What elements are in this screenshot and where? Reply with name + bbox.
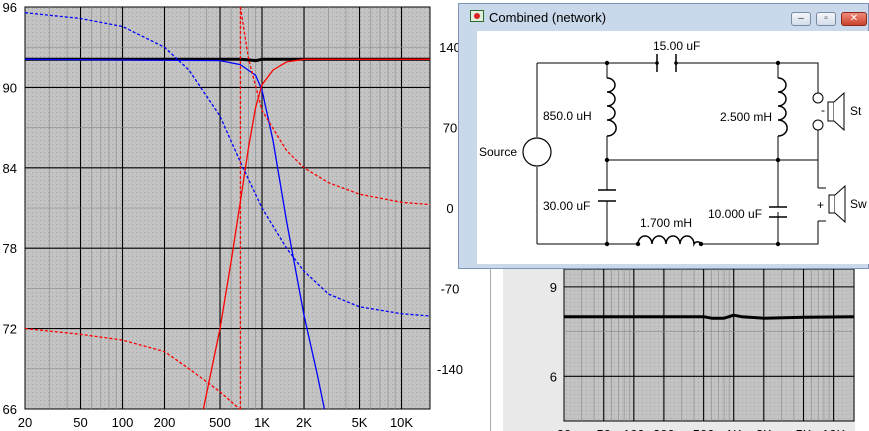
x-tick-label: 5K (352, 415, 368, 430)
junctions (604, 60, 781, 247)
right-x-axis-labels: 20 50 100 200 500 1K 2K 5K 10K (557, 427, 846, 431)
left-y2-axis-labels: 140 70 0 -70 -140 (437, 40, 463, 377)
y2-tick-label: 0 (446, 201, 453, 216)
y-tick-label: 9 (550, 280, 557, 295)
y2-tick-label: 140 (439, 40, 461, 55)
series-line-5 (239, 6, 431, 206)
label-c-shunt-left: 30.00 uF (543, 199, 590, 213)
label-tweeter: St (850, 104, 862, 118)
label-source: Source (479, 145, 517, 159)
x-tick-label: 100 (623, 427, 645, 431)
left-chart: 96 90 84 78 72 66 140 70 0 -70 -140 20 50 100 200 500… (3, 0, 463, 430)
y-tick-label: 66 (3, 402, 17, 417)
x-tick-label: 200 (154, 415, 176, 430)
source-symbol (522, 137, 552, 167)
left-y-axis-labels: 96 90 84 78 72 66 (3, 0, 17, 417)
inductor-shunt-left (606, 77, 617, 137)
y-tick-label: 78 (3, 241, 17, 256)
right-y-axis-labels: 96 (550, 280, 557, 384)
y2-tick-label: 70 (443, 121, 457, 136)
restore-button[interactable]: ▫ (816, 12, 836, 26)
woofer-plus-sign: + (817, 198, 824, 212)
right-grid (564, 269, 854, 421)
capacitor-shunt-right (769, 206, 787, 218)
left-x-axis-labels: 20 50 100 200 500 1K 2K 5K 10K (18, 415, 414, 430)
inductor-series-bottom (637, 235, 702, 247)
left-grid (25, 7, 430, 409)
x-tick-label: 5K (796, 427, 812, 431)
y-tick-label: 84 (3, 161, 17, 176)
x-tick-label: 10K (822, 427, 845, 431)
wire-tweeter (778, 62, 819, 160)
x-tick-label: 20 (18, 415, 32, 430)
x-tick-label: 20 (557, 427, 571, 431)
label-l-series-bottom: 1.700 mH (640, 216, 692, 230)
x-tick-label: 100 (112, 415, 134, 430)
app-icon (470, 10, 484, 22)
label-c-series: 15.00 uF (653, 39, 700, 53)
minimize-button[interactable]: – (791, 12, 811, 26)
x-tick-label: 50 (73, 415, 87, 430)
x-tick-label: 50 (597, 427, 611, 431)
series-line-1 (24, 58, 326, 410)
right-series-layer (564, 313, 855, 320)
wire-bottom (537, 221, 819, 245)
y-tick-label: 72 (3, 322, 17, 337)
series-line-2 (202, 58, 430, 410)
series-line-3 (24, 12, 431, 317)
label-woofer: Sw (850, 197, 867, 211)
network-window[interactable]: Combined (network) – ▫ ✕ (458, 3, 869, 269)
wire-middle (606, 143, 818, 207)
x-tick-label: 10K (390, 415, 413, 430)
x-tick-label: 200 (653, 427, 675, 431)
close-button[interactable]: ✕ (841, 12, 867, 26)
woofer-speaker-icon (828, 184, 846, 224)
y2-tick-label: -70 (441, 281, 460, 296)
series-line-0 (564, 313, 855, 320)
window-titlebar[interactable]: Combined (network) – ▫ ✕ (459, 4, 868, 31)
schematic-canvas: 15.00 uF 850.0 uH 2.500 mH 30.00 uF 1.70… (477, 31, 869, 264)
window-title: Combined (network) (489, 10, 607, 25)
capacitor-shunt-left (598, 189, 616, 202)
right-plot-area (563, 268, 855, 422)
schematic: 15.00 uF 850.0 uH 2.500 mH 30.00 uF 1.70… (479, 39, 867, 247)
tweeter-minus-sign: - (821, 103, 825, 117)
x-tick-label: 1K (726, 427, 742, 431)
series-line-4 (24, 327, 240, 410)
x-tick-label: 2K (756, 427, 772, 431)
x-tick-label: 2K (296, 415, 312, 430)
capacitor-series (656, 54, 677, 72)
y-tick-label: 96 (3, 0, 17, 15)
tweeter-speaker-icon (812, 91, 845, 132)
x-tick-label: 500 (693, 427, 715, 431)
y2-tick-label: -140 (437, 362, 463, 377)
x-tick-label: 500 (209, 415, 231, 430)
inductor-shunt-right (777, 77, 788, 137)
y-tick-label: 90 (3, 80, 17, 95)
label-l-shunt-right: 2.500 mH (720, 110, 772, 124)
series-line-0 (25, 57, 430, 63)
label-l-shunt-left: 850.0 uH (543, 109, 592, 123)
left-series-layer (24, 6, 431, 410)
y-tick-label: 6 (550, 369, 557, 384)
x-tick-label: 1K (254, 415, 270, 430)
label-c-shunt-right: 10.000 uF (708, 207, 762, 221)
